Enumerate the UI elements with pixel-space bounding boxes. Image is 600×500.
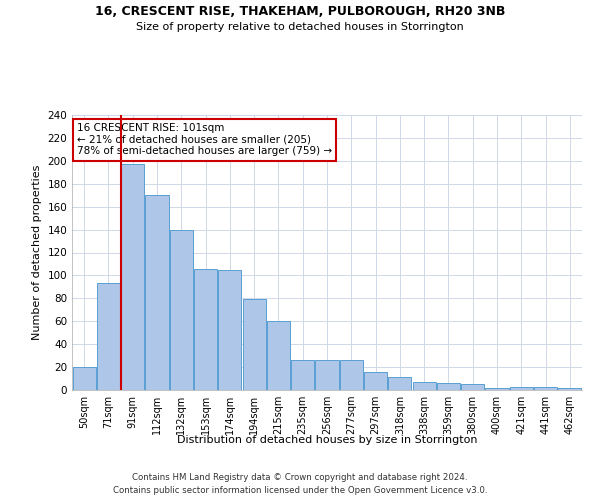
Bar	[534, 386, 557, 390]
Bar	[145, 195, 169, 390]
Bar	[510, 386, 533, 390]
Y-axis label: Number of detached properties: Number of detached properties	[32, 165, 42, 340]
Bar	[242, 300, 266, 390]
Bar	[291, 360, 314, 390]
Bar	[194, 268, 217, 390]
Text: Contains public sector information licensed under the Open Government Licence v3: Contains public sector information licen…	[113, 486, 487, 495]
Bar	[121, 164, 144, 390]
Bar	[559, 388, 581, 390]
Text: Distribution of detached houses by size in Storrington: Distribution of detached houses by size …	[177, 435, 477, 445]
Bar	[413, 382, 436, 390]
Bar	[364, 372, 387, 390]
Bar	[485, 388, 509, 390]
Bar	[388, 378, 412, 390]
Bar	[340, 360, 363, 390]
Bar	[73, 367, 95, 390]
Bar	[267, 322, 290, 390]
Text: Contains HM Land Registry data © Crown copyright and database right 2024.: Contains HM Land Registry data © Crown c…	[132, 472, 468, 482]
Bar	[97, 284, 120, 390]
Bar	[316, 360, 338, 390]
Bar	[170, 230, 193, 390]
Text: 16 CRESCENT RISE: 101sqm
← 21% of detached houses are smaller (205)
78% of semi-: 16 CRESCENT RISE: 101sqm ← 21% of detach…	[77, 123, 332, 156]
Text: Size of property relative to detached houses in Storrington: Size of property relative to detached ho…	[136, 22, 464, 32]
Bar	[437, 383, 460, 390]
Bar	[218, 270, 241, 390]
Text: 16, CRESCENT RISE, THAKEHAM, PULBOROUGH, RH20 3NB: 16, CRESCENT RISE, THAKEHAM, PULBOROUGH,…	[95, 5, 505, 18]
Bar	[461, 384, 484, 390]
